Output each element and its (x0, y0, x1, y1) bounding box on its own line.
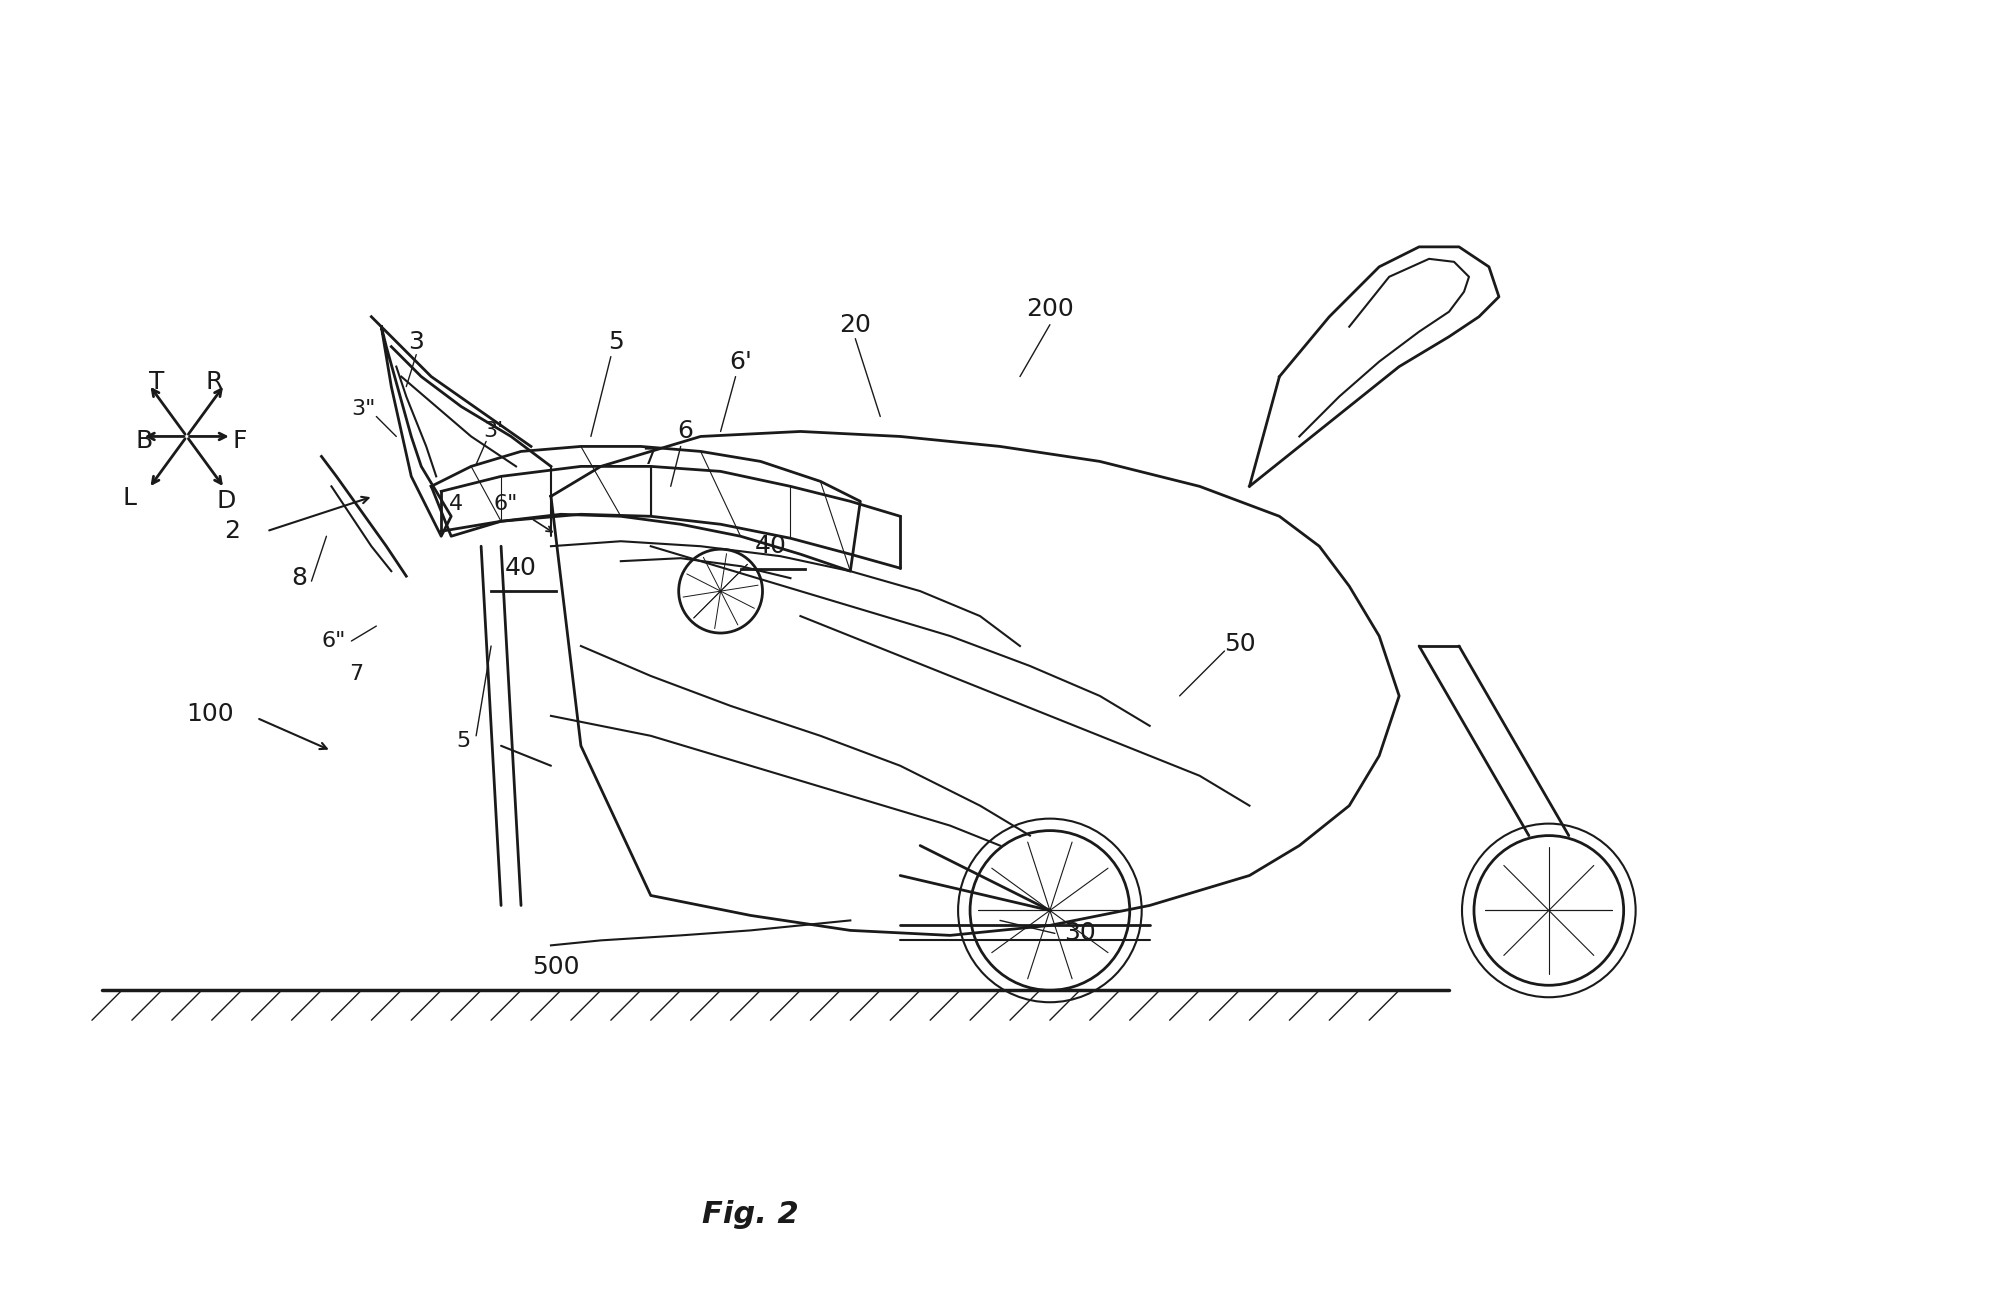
Text: 4: 4 (450, 494, 464, 515)
Text: 5: 5 (608, 329, 624, 354)
Text: Fig. 2: Fig. 2 (702, 1200, 798, 1230)
Text: T: T (150, 369, 164, 394)
Text: 30: 30 (1064, 921, 1096, 945)
Text: 7: 7 (642, 448, 656, 468)
Text: B: B (136, 429, 152, 454)
Text: 20: 20 (840, 312, 872, 337)
Text: 5: 5 (456, 731, 470, 750)
Text: 50: 50 (1224, 632, 1256, 656)
Text: 3': 3' (482, 421, 504, 442)
Text: R: R (206, 369, 222, 394)
Text: 40: 40 (754, 534, 786, 559)
Text: 3": 3" (352, 398, 376, 419)
Text: D: D (216, 490, 236, 513)
Text: 500: 500 (532, 955, 580, 980)
Text: 200: 200 (1026, 297, 1074, 320)
Text: 40: 40 (506, 556, 536, 581)
Text: F: F (232, 429, 246, 454)
Text: 8: 8 (292, 566, 308, 590)
Text: L: L (122, 486, 136, 511)
Text: 100: 100 (186, 702, 234, 726)
Text: 2: 2 (224, 520, 240, 543)
Text: 6: 6 (678, 420, 694, 443)
Text: 6': 6' (730, 350, 752, 373)
Text: 3: 3 (408, 329, 424, 354)
Text: 7: 7 (350, 664, 364, 684)
Text: 6": 6" (322, 631, 346, 651)
Text: 6": 6" (494, 494, 518, 515)
